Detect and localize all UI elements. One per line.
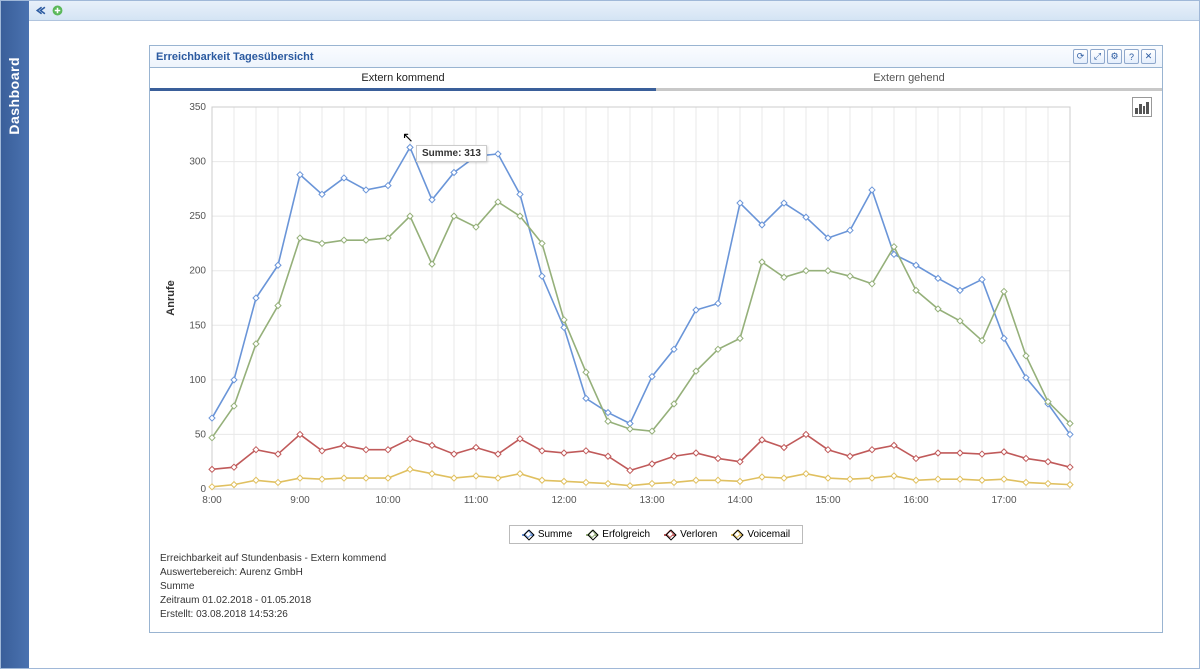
svg-text:300: 300 [189, 157, 206, 168]
legend-item[interactable]: Voicemail [731, 529, 790, 540]
content-area: Erreichbarkeit Tagesübersicht ⟳ ⤢ ⚙ ? ✕ … [29, 21, 1199, 668]
legend-item[interactable]: Erfolgreich [586, 529, 650, 540]
legend-item[interactable]: Summe [522, 529, 572, 540]
chart-container: 0 50 100 150 200 250 300 350 8:00 9:00 10:00 11:00 1… [150, 91, 1162, 632]
collapse-arrow-icon[interactable] [35, 5, 46, 16]
panel-header: Erreichbarkeit Tagesübersicht ⟳ ⤢ ⚙ ? ✕ [150, 46, 1162, 68]
expand-icon[interactable]: ⤢ [1090, 49, 1105, 64]
svg-text:8:00: 8:00 [202, 495, 222, 506]
chart-footer: Erreichbarkeit auf Stundenbasis - Extern… [156, 544, 1156, 626]
gear-icon[interactable]: ⚙ [1107, 49, 1122, 64]
svg-text:0: 0 [200, 484, 206, 495]
panel-title: Erreichbarkeit Tagesübersicht [156, 51, 314, 63]
legend-label: Verloren [680, 529, 717, 540]
svg-text:13:00: 13:00 [639, 495, 664, 506]
footer-line: Summe [160, 580, 1156, 594]
sidebar: Dashboard [1, 1, 29, 668]
tab-bar: Extern kommend Extern gehend [150, 68, 1162, 91]
svg-text:14:00: 14:00 [727, 495, 752, 506]
add-icon[interactable] [52, 5, 63, 16]
legend-item[interactable]: Verloren [664, 529, 717, 540]
legend-label: Summe [538, 529, 572, 540]
svg-text:9:00: 9:00 [290, 495, 310, 506]
help-icon[interactable]: ? [1124, 49, 1139, 64]
svg-text:12:00: 12:00 [551, 495, 576, 506]
footer-line: Erreichbarkeit auf Stundenbasis - Extern… [160, 552, 1156, 566]
svg-text:16:00: 16:00 [903, 495, 928, 506]
svg-text:10:00: 10:00 [375, 495, 400, 506]
svg-text:350: 350 [189, 102, 206, 113]
footer-line: Erstellt: 03.08.2018 14:53:26 [160, 608, 1156, 622]
legend-label: Voicemail [747, 529, 790, 540]
refresh-icon[interactable]: ⟳ [1073, 49, 1088, 64]
chart-panel: Erreichbarkeit Tagesübersicht ⟳ ⤢ ⚙ ? ✕ … [149, 45, 1163, 633]
chart-tooltip: Summe: 313 [416, 145, 487, 162]
legend-label: Erfolgreich [602, 529, 650, 540]
sidebar-label: Dashboard [6, 57, 22, 135]
svg-text:150: 150 [189, 320, 206, 331]
svg-text:Anrufe: Anrufe [165, 280, 177, 315]
tab-extern-gehend[interactable]: Extern gehend [656, 68, 1162, 91]
app-root: Dashboard Erreichbarkeit Tagesübersicht … [0, 0, 1200, 669]
line-chart: 0 50 100 150 200 250 300 350 8:00 9:00 10:00 11:00 1… [156, 97, 1082, 519]
chart-legend: Summe Erfolgreich Verloren Voicemail [509, 525, 803, 544]
svg-text:200: 200 [189, 266, 206, 277]
topbar [29, 1, 1199, 21]
tab-extern-kommend[interactable]: Extern kommend [150, 68, 656, 91]
main-area: Erreichbarkeit Tagesübersicht ⟳ ⤢ ⚙ ? ✕ … [29, 1, 1199, 668]
svg-text:250: 250 [189, 211, 206, 222]
footer-line: Zeitraum 01.02.2018 - 01.05.2018 [160, 594, 1156, 608]
svg-text:100: 100 [189, 375, 206, 386]
svg-text:15:00: 15:00 [815, 495, 840, 506]
chart-type-icon[interactable] [1132, 97, 1152, 117]
footer-line: Auswertebereich: Aurenz GmbH [160, 566, 1156, 580]
svg-text:50: 50 [195, 429, 207, 440]
close-icon[interactable]: ✕ [1141, 49, 1156, 64]
panel-tools: ⟳ ⤢ ⚙ ? ✕ [1073, 49, 1156, 64]
svg-text:17:00: 17:00 [991, 495, 1016, 506]
svg-text:11:00: 11:00 [464, 495, 489, 506]
